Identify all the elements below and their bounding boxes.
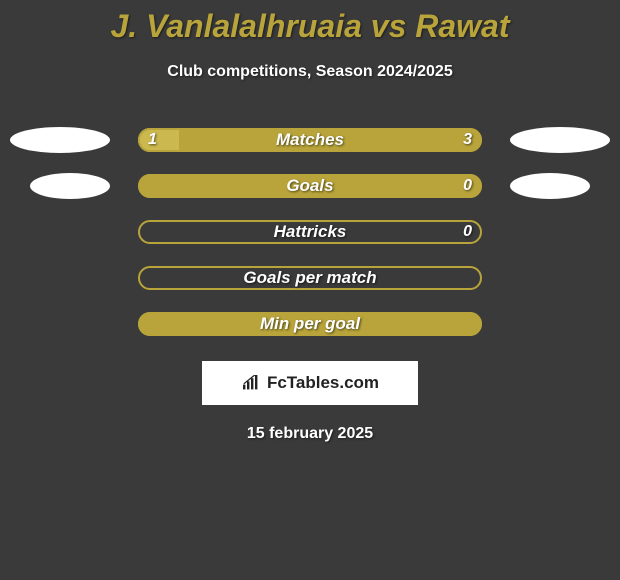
stat-label: Hattricks [138,220,482,244]
stat-row-matches: 1 Matches 3 [0,117,620,163]
comparison-infographic: J. Vanlalalhruaia vs Rawat Club competit… [0,0,620,580]
stat-right-value: 0 [463,220,472,244]
stat-row-goals: Goals 0 [0,163,620,209]
stat-bar: Goals 0 [138,174,482,198]
stat-row-goals-per-match: Goals per match [0,255,620,301]
stat-label: Min per goal [138,312,482,336]
stat-label: Goals per match [138,266,482,290]
stat-bar: Goals per match [138,266,482,290]
chart-icon [241,375,261,391]
logo-text: FcTables.com [241,373,379,393]
page-title: J. Vanlalalhruaia vs Rawat [0,0,620,45]
stat-right-value: 0 [463,174,472,198]
stat-bar: Hattricks 0 [138,220,482,244]
player-left-marker [30,173,110,199]
footer-date: 15 february 2025 [0,425,620,443]
player-right-marker [510,127,610,153]
player-left-marker [10,127,110,153]
stat-right-value: 3 [463,128,472,152]
stat-label: Goals [138,174,482,198]
comparison-chart: 1 Matches 3 Goals 0 Hattricks [0,117,620,347]
stat-label: Matches [138,128,482,152]
logo-label: FcTables.com [267,373,379,393]
stat-row-min-per-goal: Min per goal [0,301,620,347]
stat-row-hattricks: Hattricks 0 [0,209,620,255]
source-logo: FcTables.com [202,361,418,405]
stat-bar: Min per goal [138,312,482,336]
page-subtitle: Club competitions, Season 2024/2025 [0,63,620,81]
player-right-marker [510,173,590,199]
stat-bar: 1 Matches 3 [138,128,482,152]
